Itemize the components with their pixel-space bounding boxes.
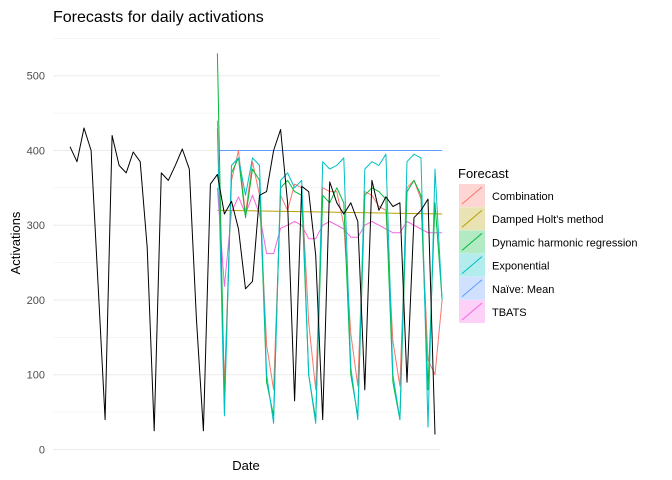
y-tick-label: 0	[39, 445, 45, 457]
y-axis-ticks: 0 100 200 300 400 500	[27, 71, 45, 457]
y-tick-label: 100	[27, 370, 45, 382]
y-tick-label: 200	[27, 295, 45, 307]
legend-label: Dynamic harmonic regression	[492, 237, 638, 249]
legend-key-line	[461, 256, 483, 274]
chart-grid	[53, 38, 440, 450]
legend-label: TBATS	[492, 307, 527, 319]
series-line-damped-holt-s-method	[217, 209, 443, 215]
history-line	[69, 127, 436, 435]
series-line-exponential	[216, 127, 443, 428]
legend-key-line	[461, 302, 483, 321]
x-axis-title: Date	[232, 458, 259, 473]
legend-key-line	[461, 186, 483, 205]
y-tick-label: 300	[27, 220, 45, 232]
legend-item: Combination	[459, 184, 554, 207]
legend-label: Naïve: Mean	[492, 284, 554, 296]
legend-item: TBATS	[459, 300, 527, 323]
series-line-dynamic-harmonic-regression	[216, 53, 443, 421]
y-tick-label: 500	[27, 71, 45, 83]
legend-item: Naïve: Mean	[459, 276, 554, 300]
chart-title: Forecasts for daily activations	[53, 9, 264, 26]
legend-key-line	[461, 233, 483, 251]
legend-item: Dynamic harmonic regression	[459, 230, 638, 254]
legend-key-line	[461, 279, 483, 298]
series-line-tbats	[216, 187, 443, 287]
legend-item: Exponential	[459, 253, 550, 277]
legend-label: Combination	[492, 191, 554, 203]
legend: Combination Damped Holt's method Dynamic h…	[459, 184, 638, 323]
y-tick-label: 400	[27, 145, 45, 157]
legend-title: Forecast	[458, 166, 509, 181]
legend-item: Damped Holt's method	[459, 207, 604, 231]
series-lines	[69, 53, 443, 435]
legend-key-line	[461, 209, 483, 228]
legend-label: Exponential	[492, 261, 550, 273]
legend-label: Damped Holt's method	[492, 214, 604, 226]
y-axis-title: Activations	[8, 211, 23, 274]
